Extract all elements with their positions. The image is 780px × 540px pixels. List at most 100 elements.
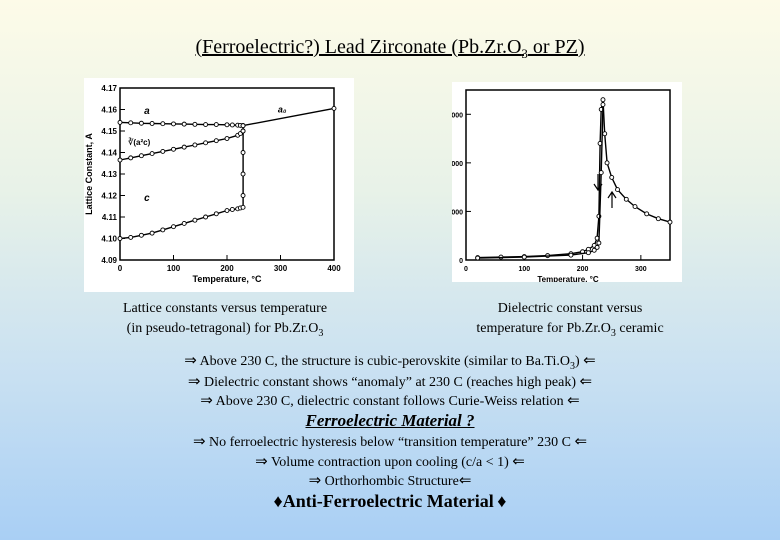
ferroelectric-question: Ferroelectric Material ? <box>0 411 780 431</box>
data-point <box>598 170 604 176</box>
left-arrow-icon: ⇐ <box>579 372 593 390</box>
y-tick-label: 0 <box>459 258 463 265</box>
title-subscript: 3 <box>521 46 528 61</box>
bullet-cubic-perovskite: ⇒ Above 230 C, the structure is cubic-pe… <box>0 351 780 372</box>
title-text: (Ferroelectric?) Lead Zirconate (Pb.Zr.O <box>195 36 522 58</box>
data-point <box>213 211 219 217</box>
implies-arrow-icon: ⇒ <box>255 452 268 470</box>
caption-b-subscript: 3 <box>610 327 616 339</box>
data-point <box>149 121 155 126</box>
data-point <box>128 234 134 240</box>
data-point <box>615 187 620 193</box>
data-point <box>609 174 615 180</box>
data-point <box>171 224 176 230</box>
data-point <box>240 123 246 129</box>
y-tick-label: 4.15 <box>101 127 117 136</box>
y-tick-label: 4.12 <box>101 192 117 201</box>
caption-a-line1: Lattice constants versus temperature <box>122 301 328 316</box>
x-tick-label: 0 <box>464 266 468 273</box>
data-point <box>192 142 198 148</box>
data-point <box>224 122 230 128</box>
data-point <box>632 204 638 210</box>
data-point <box>181 220 187 226</box>
data-point <box>181 144 187 150</box>
bullet-1-subscript: 3 <box>570 360 575 372</box>
data-point <box>138 153 144 159</box>
caption-b-line1: Dielectric constant versus <box>497 301 643 316</box>
x-tick-label: 300 <box>274 264 288 273</box>
data-point <box>160 148 166 154</box>
heating-arrow-up-icon <box>607 190 617 208</box>
caption-b-line2-end: ceramic <box>615 321 664 336</box>
implies-arrow-icon: ⇒ <box>187 372 201 390</box>
x-tick-label: 0 <box>118 264 123 273</box>
diamond-icon: ♦ <box>273 491 283 511</box>
bullet-5-text: Volume contraction upon cooling (c/a < 1… <box>270 455 509 470</box>
data-point <box>203 122 209 127</box>
x-axis-label: Temperature, °C <box>193 274 262 284</box>
data-point <box>224 208 230 214</box>
annotation-a0: a₀ <box>278 105 287 115</box>
left-arrow-icon: ⇐ <box>458 471 472 489</box>
data-point <box>181 121 187 127</box>
annotation-a: a <box>144 106 150 117</box>
lattice-constant-chart-svg: 0 100 200 300 400 4.09 4.10 4.11 4.12 4.13 4.14 4.1… <box>84 84 341 284</box>
data-point <box>229 207 235 212</box>
implies-arrow-icon: ⇒ <box>200 391 213 409</box>
data-point <box>594 244 600 250</box>
data-point <box>521 254 527 260</box>
x-axis-label: Temperature, °C <box>537 275 599 282</box>
conclusion-text: Anti-Ferroelectric Material <box>282 491 494 511</box>
data-point <box>229 122 235 128</box>
data-point <box>117 157 123 163</box>
y-tick-label: 4.11 <box>102 213 118 222</box>
y-axis-label: Lattice Constant, A <box>84 133 94 215</box>
data-point <box>240 128 246 134</box>
data-point <box>568 252 574 258</box>
data-point <box>623 196 629 202</box>
series-0-line <box>477 99 671 259</box>
data-point <box>117 236 123 241</box>
implies-arrow-icon: ⇒ <box>192 432 206 450</box>
data-point <box>475 255 481 261</box>
anti-ferroelectric-conclusion: ♦Anti-Ferroelectric Material ♦ <box>0 491 780 512</box>
data-point <box>240 150 246 155</box>
y-tick-label: 4.13 <box>101 170 117 179</box>
y-tick-label: 4.09 <box>101 256 117 265</box>
series-1-line <box>477 104 604 259</box>
bullet-dielectric-anomaly: ⇒ Dielectric constant shows “anomaly” at… <box>0 372 780 391</box>
data-point <box>203 214 209 220</box>
data-point <box>160 121 166 127</box>
data-point <box>644 211 650 217</box>
data-point <box>149 230 155 236</box>
data-point <box>160 227 166 233</box>
data-point <box>600 97 606 103</box>
left-arrow-icon: ⇐ <box>567 391 580 409</box>
x-tick-label: 400 <box>327 264 341 273</box>
bullet-4-text: No ferroelectric hysteresis below “trans… <box>209 435 571 450</box>
data-point <box>600 102 606 108</box>
caption-a-line2: (in pseudo-tetragonal) for Pb.Zr.O3 <box>60 319 390 344</box>
dielectric-constant-chart-svg: 01002003000100020003000Temperature, °CDi… <box>437 89 673 284</box>
y-tick-label: 4.10 <box>101 235 117 244</box>
x-tick-label: 200 <box>220 264 234 273</box>
data-point <box>213 138 219 144</box>
annotation-c: c <box>144 193 150 204</box>
data-point <box>585 250 591 256</box>
left-arrow-icon: ⇐ <box>512 452 525 470</box>
bullet-orthorhombic: ⇒ Orthorhombic Structure⇐ <box>0 471 780 490</box>
cooling-arrow-down-icon <box>593 174 603 192</box>
y-tick-label: 4.17 <box>101 84 117 93</box>
data-point <box>602 131 608 137</box>
data-point <box>213 122 219 127</box>
y-tick-label: 4.16 <box>101 106 117 115</box>
data-point <box>171 146 176 152</box>
data-point <box>604 160 610 166</box>
data-point <box>240 171 246 177</box>
lattice-constant-chart: 0 100 200 300 400 4.09 4.10 4.11 4.12 4.13 4.14 4.1… <box>84 78 354 292</box>
data-point <box>192 217 198 223</box>
data-point <box>149 151 155 157</box>
dielectric-chart-caption: Dielectric constant versus temperature f… <box>420 299 720 344</box>
caption-a-subscript: 3 <box>318 327 324 339</box>
data-point <box>667 219 673 225</box>
